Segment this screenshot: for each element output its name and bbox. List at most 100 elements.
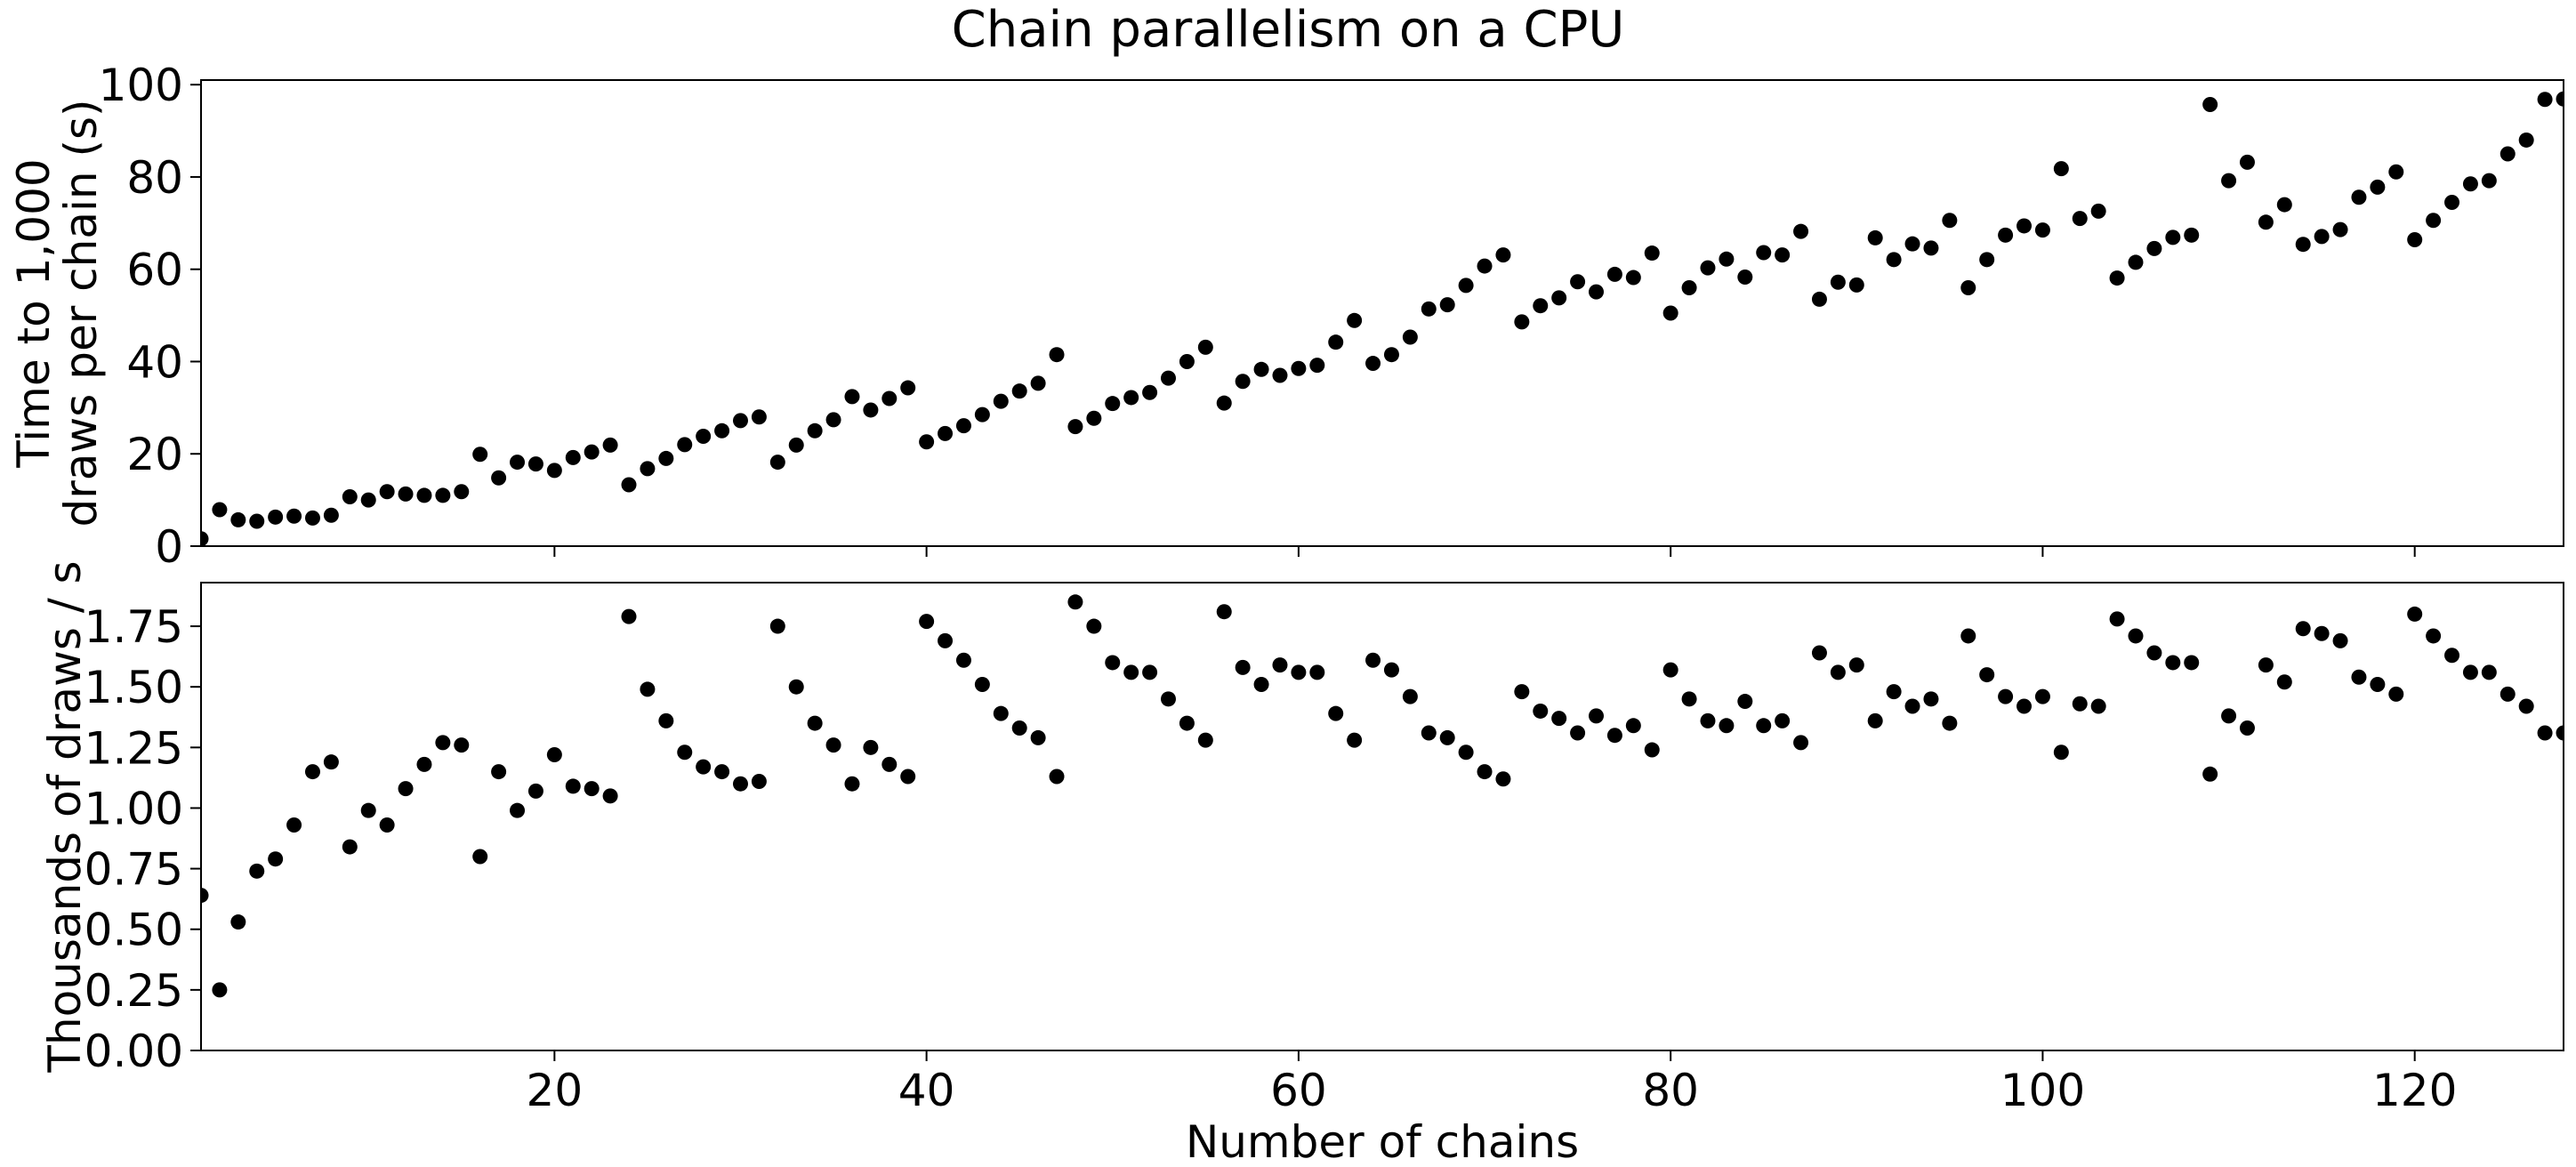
- data-point: [2518, 698, 2534, 714]
- data-point: [844, 389, 860, 405]
- y-tick-label: 80: [126, 152, 183, 204]
- data-point: [1067, 419, 1083, 435]
- data-point: [527, 783, 543, 799]
- data-point: [881, 756, 898, 772]
- data-point: [2295, 621, 2311, 637]
- data-point: [677, 744, 693, 761]
- data-point: [268, 851, 284, 867]
- data-point: [621, 477, 637, 493]
- data-point: [1886, 684, 1902, 700]
- x-tick-label: 40: [898, 1065, 955, 1116]
- data-point: [974, 406, 990, 423]
- data-point: [304, 764, 320, 780]
- data-point: [2165, 229, 2181, 245]
- data-point: [751, 409, 767, 425]
- data-point: [1105, 655, 1121, 671]
- data-point: [1756, 718, 1772, 734]
- data-point: [1737, 270, 1753, 286]
- data-point: [1942, 213, 1958, 229]
- data-point: [1458, 744, 1474, 761]
- data-point: [323, 507, 339, 523]
- data-point: [286, 817, 302, 833]
- data-point: [2370, 179, 2386, 195]
- data-point: [2221, 708, 2237, 724]
- y-axis-label: Thousands of draws / s: [39, 560, 91, 1073]
- data-point: [286, 508, 302, 524]
- data-point: [1105, 396, 1121, 412]
- data-point: [1030, 729, 1046, 745]
- panel-bottom-draws-per-second: 0.00 0.25 0.50 0.75 1.00 1.25 1.50 1.75 20 40 60 80…: [39, 560, 2564, 1167]
- data-point: [2500, 146, 2516, 162]
- data-point: [1960, 279, 1976, 295]
- data-point: [751, 773, 767, 789]
- data-point: [1719, 718, 1735, 734]
- data-point: [2053, 744, 2069, 761]
- x-tick-label: 60: [1270, 1065, 1327, 1116]
- data-point: [527, 456, 543, 472]
- data-point: [1848, 657, 1864, 673]
- data-point: [1923, 691, 1939, 707]
- data-point: [435, 487, 451, 503]
- data-point: [546, 463, 562, 479]
- data-point: [658, 712, 674, 728]
- data-point: [2426, 213, 2442, 229]
- data-point: [2407, 606, 2423, 622]
- data-point: [435, 735, 451, 751]
- data-point: [825, 737, 841, 753]
- data-point: [1216, 395, 1232, 411]
- data-point: [1811, 291, 1827, 307]
- data-point: [2556, 91, 2564, 107]
- data-point: [1477, 258, 1493, 274]
- data-point: [1514, 314, 1530, 330]
- data-point: [1570, 274, 1586, 290]
- data-point: [1681, 691, 1697, 707]
- data-point: [454, 737, 470, 753]
- figure-title: Chain parallelism on a CPU: [952, 1, 1625, 59]
- data-point: [323, 754, 339, 770]
- data-point: [2462, 664, 2478, 680]
- data-point: [565, 778, 581, 794]
- data-point: [1793, 223, 1809, 239]
- data-point: [640, 681, 656, 697]
- data-point: [863, 739, 879, 755]
- data-point: [212, 502, 228, 518]
- data-point: [510, 802, 526, 818]
- data-point: [1179, 353, 1195, 369]
- data-point: [1179, 715, 1195, 731]
- data-point: [1160, 691, 1176, 707]
- data-point: [1458, 278, 1474, 294]
- data-point: [2072, 211, 2088, 227]
- data-point: [472, 849, 488, 865]
- data-point: [1979, 252, 1995, 268]
- data-point: [2332, 221, 2348, 237]
- data-point: [1793, 735, 1809, 751]
- data-point: [2072, 696, 2088, 712]
- data-point: [2276, 197, 2292, 213]
- data-point: [1421, 301, 1437, 317]
- data-point: [1272, 367, 1288, 383]
- data-point: [249, 863, 265, 879]
- data-point: [1421, 725, 1437, 741]
- data-point: [1830, 664, 1846, 680]
- data-point: [249, 513, 265, 529]
- data-point: [955, 652, 971, 668]
- plot-area-frame: [200, 582, 2564, 1051]
- y-axis-label: Time to 1,000: [8, 158, 60, 469]
- y-tick-label: 0.50: [85, 905, 183, 956]
- data-point: [1291, 664, 1307, 680]
- data-point: [1644, 742, 1660, 758]
- data-point: [1142, 384, 1158, 400]
- data-point: [2462, 176, 2478, 192]
- y-tick-label: 1.50: [85, 662, 183, 713]
- data-point: [1904, 236, 1920, 252]
- data-point: [2314, 229, 2330, 245]
- data-point: [732, 413, 748, 429]
- data-point: [491, 764, 507, 780]
- data-point: [230, 511, 246, 527]
- data-point: [938, 632, 954, 648]
- data-point: [2351, 189, 2367, 205]
- data-point: [2537, 725, 2553, 741]
- data-point: [1216, 604, 1232, 620]
- data-point: [955, 418, 971, 434]
- data-point: [398, 781, 414, 797]
